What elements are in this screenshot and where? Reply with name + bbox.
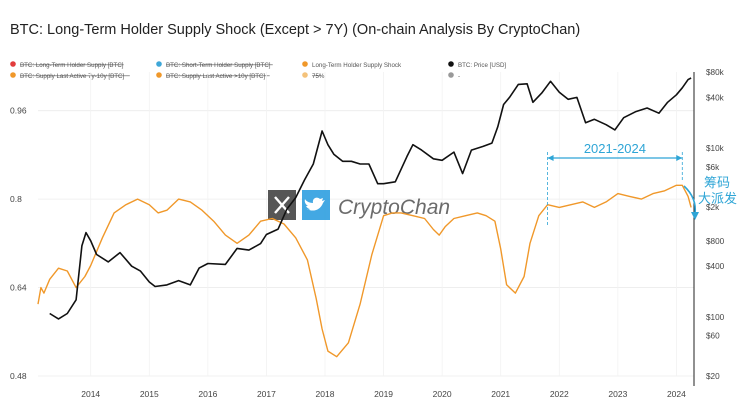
x-axis-tick-label: 2014 (81, 389, 100, 399)
right-axis-tick-label: $2k (706, 203, 720, 212)
legend-marker (302, 72, 308, 78)
legend-marker (302, 61, 308, 67)
twitter-bird-glyph (304, 197, 325, 211)
legend-marker (156, 61, 162, 67)
legend-marker (448, 61, 454, 67)
range-label: 2021-2024 (584, 141, 646, 156)
right-axis-tick-label: $800 (706, 237, 725, 246)
x-axis-tick-label: 2020 (433, 389, 452, 399)
legend-marker (448, 72, 454, 78)
right-axis-tick-label: $100 (706, 313, 725, 322)
legend-label: BTC: Supply Last Active 7y-10y [BTC] (20, 73, 124, 80)
right-axis-tick-label: $400 (706, 262, 725, 271)
x-axis-tick-label: 2021 (491, 389, 510, 399)
series-layer (37, 77, 692, 358)
x-axis-tick-label: 2019 (374, 389, 393, 399)
chart-title: BTC: Long-Term Holder Supply Shock (Exce… (10, 22, 580, 38)
legend-label: 75% (312, 73, 325, 80)
legend-label: BTC: Short-Term Holder Supply [BTC] (166, 62, 271, 69)
range-arrow-left-icon (547, 155, 554, 161)
legend-label: - (458, 73, 460, 80)
watermark-text: CryptoChan (338, 196, 450, 219)
legend-label: BTC: Long-Term Holder Supply [BTC] (20, 62, 124, 69)
curved-arrow-head-icon (691, 212, 699, 220)
legend-marker (10, 61, 16, 67)
x-axis-tick-label: 2023 (608, 389, 627, 399)
right-axis-tick-label: $60 (706, 332, 720, 341)
annotation-chip-label: 筹码 (704, 175, 730, 190)
x-axis-tick-label: 2024 (667, 389, 686, 399)
right-axis-tick-label: $6k (706, 163, 720, 172)
left-axis-tick-label: 0.64 (10, 283, 27, 293)
legend-marker (156, 72, 162, 78)
x-axis-tick-label: 2022 (550, 389, 569, 399)
left-axis-tick-label: 0.8 (10, 194, 22, 204)
grid (38, 72, 694, 377)
right-axis-tick-label: $80k (706, 68, 725, 77)
supply-shock-series-line (37, 184, 692, 358)
watermark: CryptoChan (268, 190, 450, 220)
left-axis-tick-label: 0.48 (10, 371, 27, 381)
axes: 0.96 0.8 0.64 0.48 $80k $40k $10k $6k $2k $800 $40… (10, 68, 725, 399)
legend-label: BTC: Supply Last Active >10y [BTC] (166, 73, 265, 80)
legend: BTC: Long-Term Holder Supply [BTC] BTC: S… (10, 61, 506, 80)
legend-label: Long-Term Holder Supply Shock (312, 62, 402, 69)
x-axis-tick-label: 2016 (198, 389, 217, 399)
right-axis-tick-label: $20 (706, 372, 720, 381)
legend-marker (10, 72, 16, 78)
x-axis-tick-label: 2017 (257, 389, 276, 399)
right-axis-tick-label: $40k (706, 93, 725, 102)
curved-arrow-line (683, 185, 697, 215)
annotation-distribution-label: 大派发 (698, 191, 737, 206)
price-series-line (49, 77, 692, 320)
right-axis-tick-label: $10k (706, 144, 725, 153)
x-axis-tick-label: 2015 (140, 389, 159, 399)
range-arrow-right-icon (676, 155, 683, 161)
x-axis-tick-label: 2018 (316, 389, 335, 399)
legend-label: BTC: Price [USD] (458, 62, 506, 69)
left-axis-tick-label: 0.96 (10, 106, 27, 116)
